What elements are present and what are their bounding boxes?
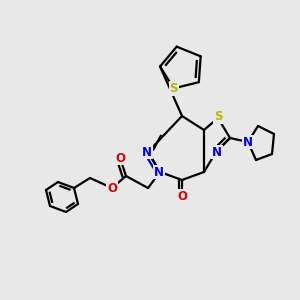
- Text: O: O: [177, 190, 187, 202]
- Text: N: N: [154, 166, 164, 178]
- Text: S: S: [214, 110, 222, 124]
- Text: S: S: [169, 82, 178, 95]
- Text: N: N: [243, 136, 253, 148]
- Text: N: N: [212, 146, 222, 158]
- Text: N: N: [142, 146, 152, 158]
- Text: O: O: [107, 182, 117, 194]
- Text: O: O: [115, 152, 125, 164]
